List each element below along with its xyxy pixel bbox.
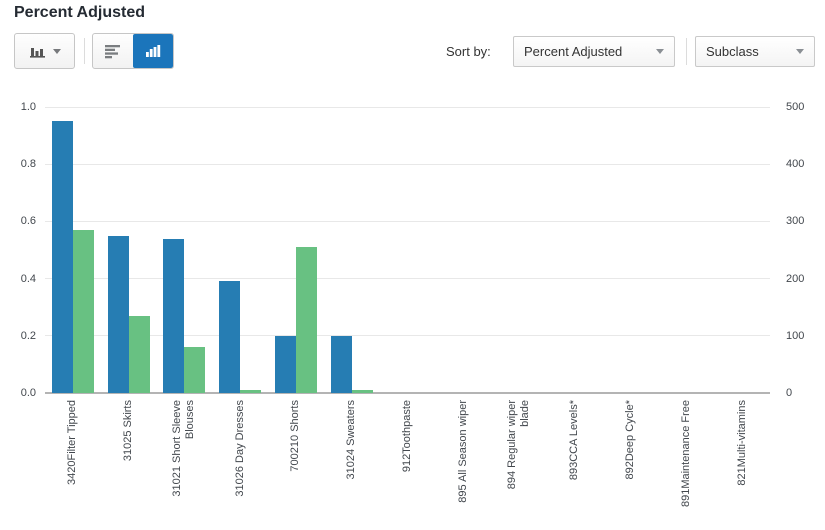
bar-series-1-blue-6[interactable] [331,336,352,393]
vertical-bar-chart-icon [144,43,162,59]
sort-field-value: Percent Adjusted [524,44,623,59]
bar-series-1-blue-4[interactable] [219,281,240,393]
y-axis-tick-right: 100 [786,329,805,342]
chevron-down-icon [656,49,664,54]
y-axis-tick-right: 0 [786,387,793,399]
y-axis-tick-left: 0.0 [20,387,36,399]
chart-type-button[interactable] [14,33,75,69]
y-axis-tick-left: 0.2 [20,329,36,342]
x-axis-label: 31021 Short Sleeve Blouses [171,400,197,497]
y-axis-tick-right: 500 [786,101,805,113]
x-axis-label: 31024 Sweaters [345,400,358,480]
bar-series-2-green-6[interactable] [352,390,373,393]
bar-chart: 1.0 500 0.8 400 0.6 300 0.4 200 0.2 100 0.0 0 3420Fi… [0,95,825,530]
gridline [45,335,770,337]
bar-series-2-green-2[interactable] [129,316,150,393]
horizontal-bar-chart-icon [104,43,122,59]
bar-series-2-green-1[interactable] [73,230,94,393]
bar-series-1-blue-1[interactable] [52,121,73,393]
gridline [45,163,770,165]
y-axis-tick-left: 0.6 [20,215,36,228]
bar-series-2-green-5[interactable] [296,247,317,393]
x-axis-line [45,392,770,394]
orientation-toggle [92,33,174,69]
x-axis-label: 821Multi-vitamins [735,400,748,486]
x-axis-label: 912Toothpaste [401,400,413,473]
bar-series-2-green-4[interactable] [240,390,261,393]
x-axis-label: 895 All Season wiper [456,400,469,503]
x-axis-label: 3420Filter Tipped [66,400,79,485]
bar-series-1-blue-3[interactable] [163,239,184,393]
chevron-down-icon [52,48,61,54]
sort-field-dropdown[interactable]: Percent Adjusted [513,36,675,67]
toolbar-separator [84,38,85,64]
x-axis-label: 31025 Skirts [122,400,135,462]
sort-by-label: Sort by: [446,44,491,59]
dropdown-separator [686,38,687,65]
bar-chart-icon [29,43,47,59]
group-by-value: Subclass [706,44,759,59]
x-axis-label: 893CCA Levels* [568,400,581,481]
x-axis-label: 892Deep Cycle* [624,400,637,480]
y-axis-tick-right: 200 [786,272,805,285]
bar-series-2-green-3[interactable] [184,347,205,393]
y-axis-tick-left: 0.8 [20,158,36,171]
y-axis-tick-right: 400 [786,158,805,171]
y-axis-tick-right: 300 [786,215,805,228]
y-axis-tick-left: 0.4 [20,272,36,285]
chevron-down-icon [796,49,804,54]
x-axis-label: 891Maintenance Free [679,400,692,508]
page-title: Percent Adjusted [14,4,145,21]
gridline [45,220,770,222]
bar-series-1-blue-2[interactable] [108,236,129,393]
gridline [45,106,770,108]
x-axis-label: 894 Regular wiper blade [506,400,532,490]
x-axis-label: 31026 Day Dresses [233,400,246,497]
toggle-horizontal-bars[interactable] [93,34,133,68]
x-axis-label: 700210 Shorts [289,400,302,472]
bar-series-1-blue-5[interactable] [275,336,296,393]
y-axis-tick-left: 1.0 [20,101,36,113]
group-by-dropdown[interactable]: Subclass [695,36,815,67]
toggle-vertical-bars[interactable] [133,34,173,68]
gridline [45,278,770,280]
